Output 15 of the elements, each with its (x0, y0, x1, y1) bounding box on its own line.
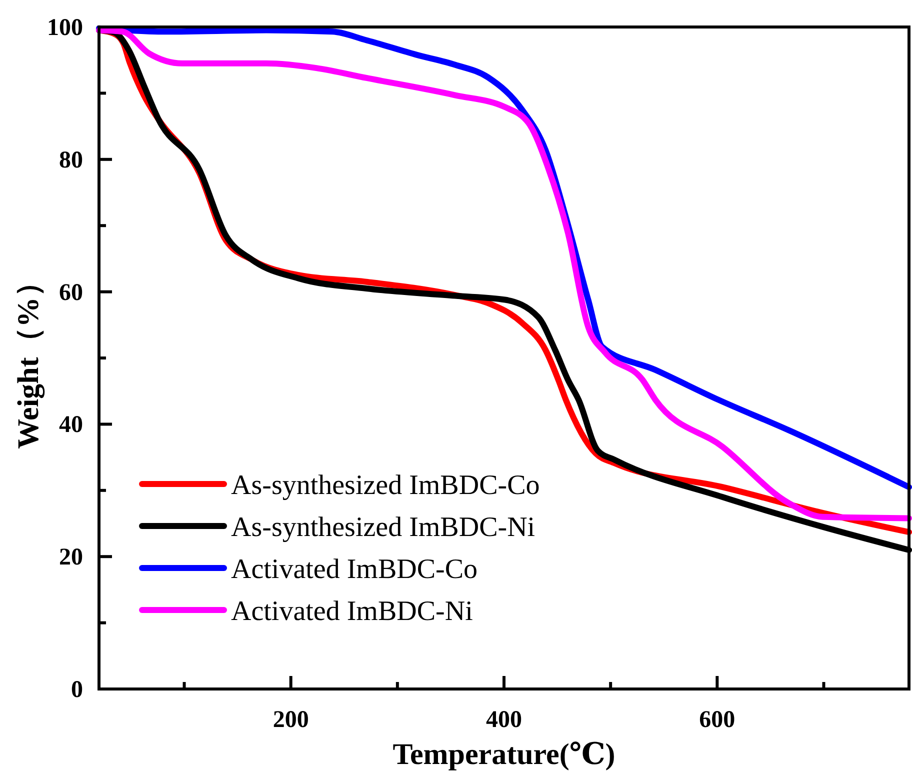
x-axis-title: Temperature(℃) (392, 738, 616, 771)
y-axis-title: Weight（%） (12, 267, 45, 449)
y-tick-label: 0 (71, 677, 83, 703)
y-tick-label: 80 (59, 147, 83, 174)
legend-label: As-synthesized ImBDC-Co (231, 470, 540, 501)
y-tick-label: 60 (59, 280, 83, 306)
x-tick-label: 400 (486, 707, 522, 733)
y-tick-label: 20 (59, 544, 83, 571)
x-tick-label: 200 (272, 707, 309, 733)
y-tick-label: 40 (59, 412, 83, 438)
x-tick-label: 600 (699, 707, 736, 733)
legend-label: Activated ImBDC-Co (231, 554, 478, 585)
y-tick-label: 100 (47, 15, 83, 41)
legend-label: As-synthesized ImBDC-Ni (231, 512, 536, 543)
legend-label: Activated ImBDC-Ni (231, 596, 474, 627)
